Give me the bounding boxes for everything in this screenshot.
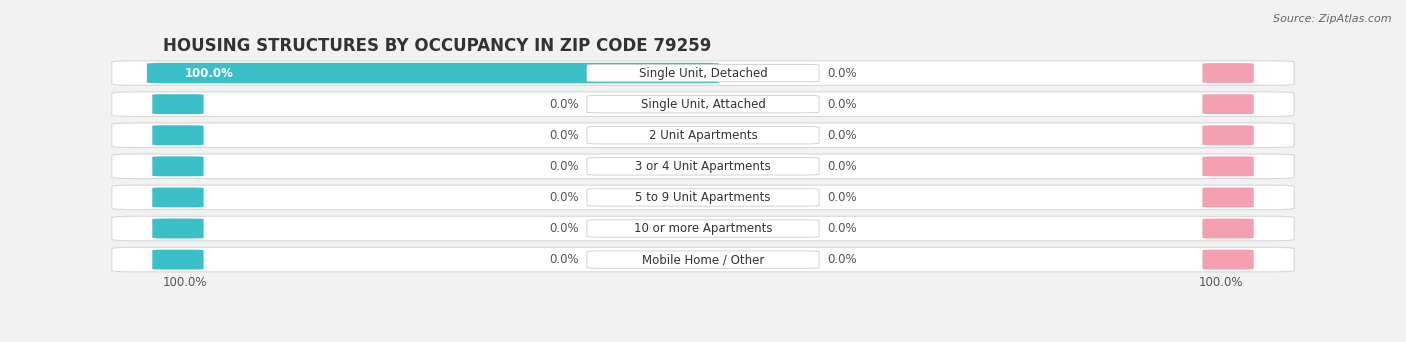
Text: 0.0%: 0.0%	[827, 160, 856, 173]
FancyBboxPatch shape	[112, 154, 1294, 179]
FancyBboxPatch shape	[152, 94, 204, 114]
Text: 100.0%: 100.0%	[184, 67, 233, 80]
FancyBboxPatch shape	[1202, 219, 1254, 238]
Text: Single Unit, Attached: Single Unit, Attached	[641, 98, 765, 111]
FancyBboxPatch shape	[1202, 250, 1254, 269]
FancyBboxPatch shape	[586, 158, 820, 175]
Text: Source: ZipAtlas.com: Source: ZipAtlas.com	[1274, 14, 1392, 24]
FancyBboxPatch shape	[1202, 94, 1254, 114]
Text: 10 or more Apartments: 10 or more Apartments	[634, 222, 772, 235]
FancyBboxPatch shape	[146, 63, 720, 83]
FancyBboxPatch shape	[586, 127, 820, 144]
Text: 0.0%: 0.0%	[550, 129, 579, 142]
Text: 0.0%: 0.0%	[827, 222, 856, 235]
FancyBboxPatch shape	[112, 123, 1294, 147]
Text: 5 to 9 Unit Apartments: 5 to 9 Unit Apartments	[636, 191, 770, 204]
FancyBboxPatch shape	[586, 220, 820, 237]
FancyBboxPatch shape	[152, 187, 204, 207]
Text: 0.0%: 0.0%	[550, 191, 579, 204]
FancyBboxPatch shape	[112, 216, 1294, 241]
Text: 100.0%: 100.0%	[1198, 276, 1243, 289]
Text: 0.0%: 0.0%	[550, 160, 579, 173]
Text: 0.0%: 0.0%	[827, 253, 856, 266]
FancyBboxPatch shape	[112, 92, 1294, 116]
Text: 0.0%: 0.0%	[827, 129, 856, 142]
Text: Mobile Home / Other: Mobile Home / Other	[641, 253, 765, 266]
FancyBboxPatch shape	[152, 156, 204, 176]
FancyBboxPatch shape	[112, 247, 1294, 272]
FancyBboxPatch shape	[152, 250, 204, 269]
Text: 2 Unit Apartments: 2 Unit Apartments	[648, 129, 758, 142]
FancyBboxPatch shape	[1202, 125, 1254, 145]
FancyBboxPatch shape	[1202, 187, 1254, 207]
Text: 100.0%: 100.0%	[163, 276, 208, 289]
FancyBboxPatch shape	[586, 95, 820, 113]
FancyBboxPatch shape	[586, 64, 820, 82]
FancyBboxPatch shape	[152, 219, 204, 238]
Text: 3 or 4 Unit Apartments: 3 or 4 Unit Apartments	[636, 160, 770, 173]
FancyBboxPatch shape	[112, 61, 1294, 86]
Text: 0.0%: 0.0%	[827, 98, 856, 111]
Text: HOUSING STRUCTURES BY OCCUPANCY IN ZIP CODE 79259: HOUSING STRUCTURES BY OCCUPANCY IN ZIP C…	[163, 37, 711, 55]
Text: 0.0%: 0.0%	[550, 253, 579, 266]
FancyBboxPatch shape	[112, 185, 1294, 210]
FancyBboxPatch shape	[586, 189, 820, 206]
Text: Single Unit, Detached: Single Unit, Detached	[638, 67, 768, 80]
FancyBboxPatch shape	[1202, 63, 1254, 83]
FancyBboxPatch shape	[1202, 156, 1254, 176]
Text: 0.0%: 0.0%	[550, 98, 579, 111]
Text: 0.0%: 0.0%	[827, 191, 856, 204]
FancyBboxPatch shape	[586, 251, 820, 268]
Text: 0.0%: 0.0%	[827, 67, 856, 80]
Text: 0.0%: 0.0%	[550, 222, 579, 235]
FancyBboxPatch shape	[152, 125, 204, 145]
